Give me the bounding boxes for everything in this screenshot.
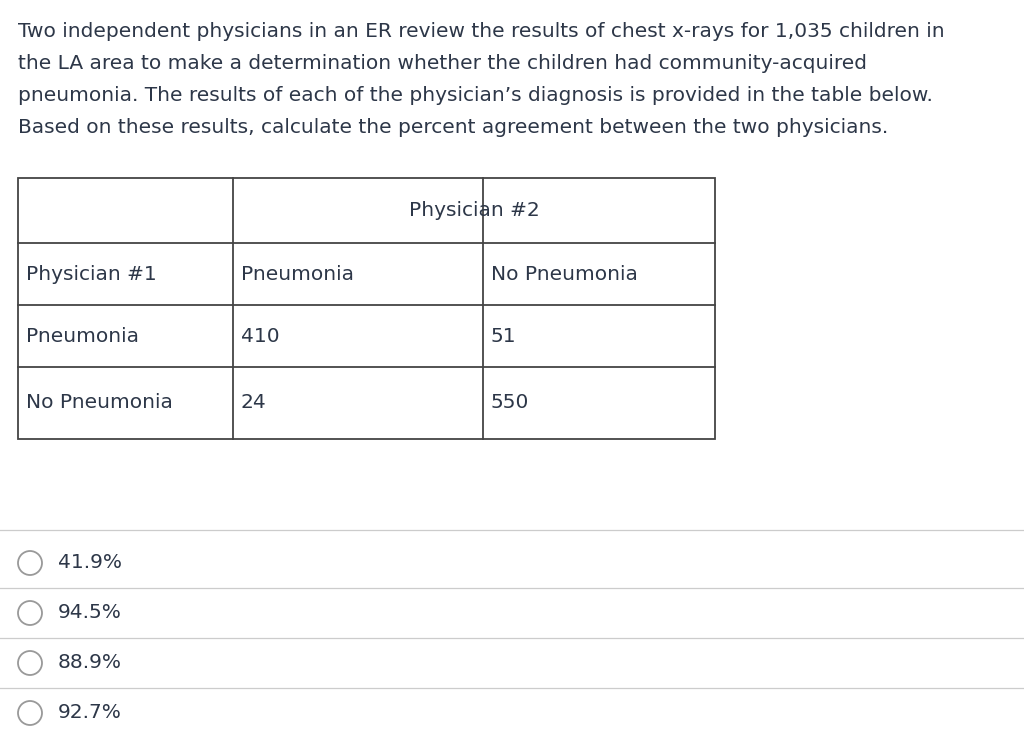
Text: pneumonia. The results of each of the physician’s diagnosis is provided in the t: pneumonia. The results of each of the ph… xyxy=(18,86,933,105)
Text: Based on these results, calculate the percent agreement between the two physicia: Based on these results, calculate the pe… xyxy=(18,118,888,137)
Text: No Pneumonia: No Pneumonia xyxy=(26,394,173,412)
Text: Physician #1: Physician #1 xyxy=(26,264,157,283)
Text: 51: 51 xyxy=(490,327,517,345)
Text: 41.9%: 41.9% xyxy=(58,553,122,572)
Text: 88.9%: 88.9% xyxy=(58,653,122,672)
Text: 24: 24 xyxy=(241,394,266,412)
Text: Pneumonia: Pneumonia xyxy=(241,264,354,283)
Text: Physician #2: Physician #2 xyxy=(409,201,540,220)
Text: Two independent physicians in an ER review the results of chest x-rays for 1,035: Two independent physicians in an ER revi… xyxy=(18,22,944,41)
Text: 92.7%: 92.7% xyxy=(58,704,122,722)
Text: 410: 410 xyxy=(241,327,280,345)
Text: the LA area to make a determination whether the children had community-acquired: the LA area to make a determination whet… xyxy=(18,54,867,73)
Text: 550: 550 xyxy=(490,394,529,412)
Text: 94.5%: 94.5% xyxy=(58,604,122,623)
Bar xyxy=(18,178,715,439)
Text: No Pneumonia: No Pneumonia xyxy=(490,264,638,283)
Text: Pneumonia: Pneumonia xyxy=(26,327,139,345)
